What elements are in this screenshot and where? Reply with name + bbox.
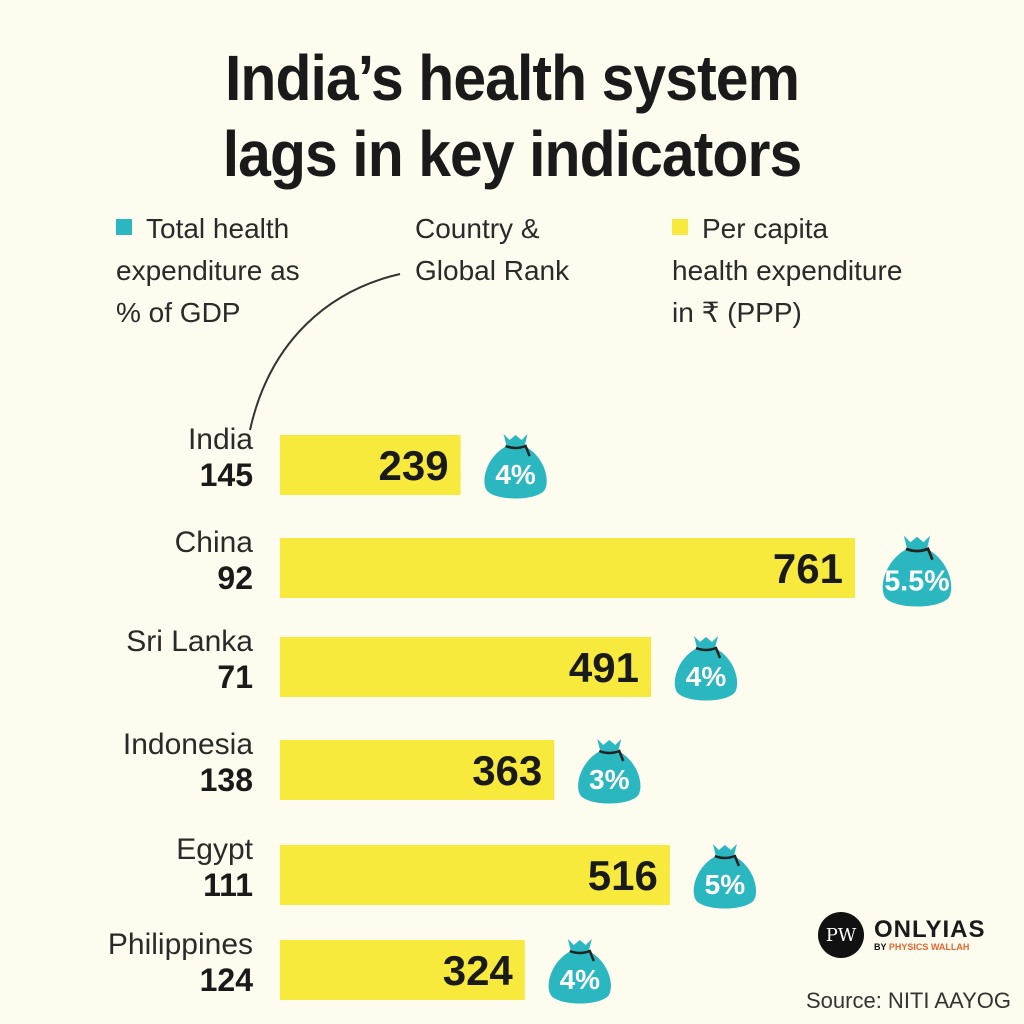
country-rank: 138 [199,762,253,798]
money-bag-icon: 5.5% [882,535,952,607]
country-name: China [174,526,253,559]
chart-title: India’s health system lags in key indica… [41,40,983,192]
legend-text: health expenditure [672,255,903,286]
legend-text: expenditure as [116,255,300,286]
money-bag-icon: 3% [578,739,641,804]
country-rank: 92 [217,560,253,596]
bar-philippines [280,940,525,1000]
legend-text: in ₹ (PPP) [672,297,802,328]
legend-country: Country & Global Rank [415,208,569,292]
source-note: Source: NITI AAYOG [806,988,1011,1013]
country-rank: 145 [199,457,253,493]
money-bag-icon: 4% [674,636,738,701]
legend-text: Global Rank [415,255,570,286]
gdp-percent-label: 3% [589,764,630,795]
bar-china [280,538,855,598]
bar-value-label: 491 [569,644,639,691]
legend-swatch-teal [116,219,132,235]
onlyias-logo: PW ONLYIAS BY PHYSICS WALLAH [818,912,985,958]
leader-line [249,273,401,431]
bar-egypt [280,845,670,905]
money-bag-icon: 4% [484,434,547,499]
gdp-percent-label: 5.5% [884,566,949,598]
bar-value-label: 324 [443,947,514,994]
legend-per-capita: Per capita health expenditure in ₹ (PPP) [672,208,902,334]
gdp-percent-label: 4% [686,661,727,692]
country-rank: 71 [217,659,253,695]
country-name: Egypt [176,833,253,866]
country-label: Philippines 124 [108,928,253,998]
logo-sub: BY PHYSICS WALLAH [874,942,970,952]
bar-india [280,435,461,495]
legend-text: Per capita [702,213,829,244]
country-name: Indonesia [122,728,253,761]
logo-brand: ONLYIAS [874,916,986,943]
country-name: Philippines [107,928,253,961]
country-label: China 92 [175,526,253,596]
bar-value-label: 761 [773,545,843,592]
gdp-percent-label: 4% [495,459,536,490]
bar-value-label: 363 [472,747,542,794]
pw-logo-icon: PW [818,912,864,958]
gdp-percent-label: 5% [705,869,746,900]
bar-value-label: 516 [588,852,658,899]
title-line-1: India’s health system [224,42,800,114]
bar-value-label: 239 [379,442,449,489]
country-name: India [187,423,253,456]
money-bag-icon: 5% [693,844,757,909]
gdp-percent-label: 4% [560,964,601,995]
bar-indonesia [280,740,555,800]
legend-gdp: Total health expenditure as % of GDP [116,208,300,334]
country-rank: 124 [199,962,253,998]
country-label: Indonesia 138 [123,728,253,798]
country-label: India 145 [188,423,253,493]
title-line-2: lags in key indicators [222,118,803,190]
bar-sri-lanka [280,637,651,697]
legend-text: Country & [415,213,540,244]
money-bag-icon: 4% [548,939,611,1004]
country-label: Sri Lanka 71 [126,625,253,695]
country-name: Sri Lanka [126,625,253,658]
legend-swatch-yellow [672,219,688,235]
legend-text: % of GDP [116,297,241,328]
country-label: Egypt 111 [176,833,253,903]
legend-text: Total health [146,213,290,244]
country-rank: 111 [203,867,253,903]
